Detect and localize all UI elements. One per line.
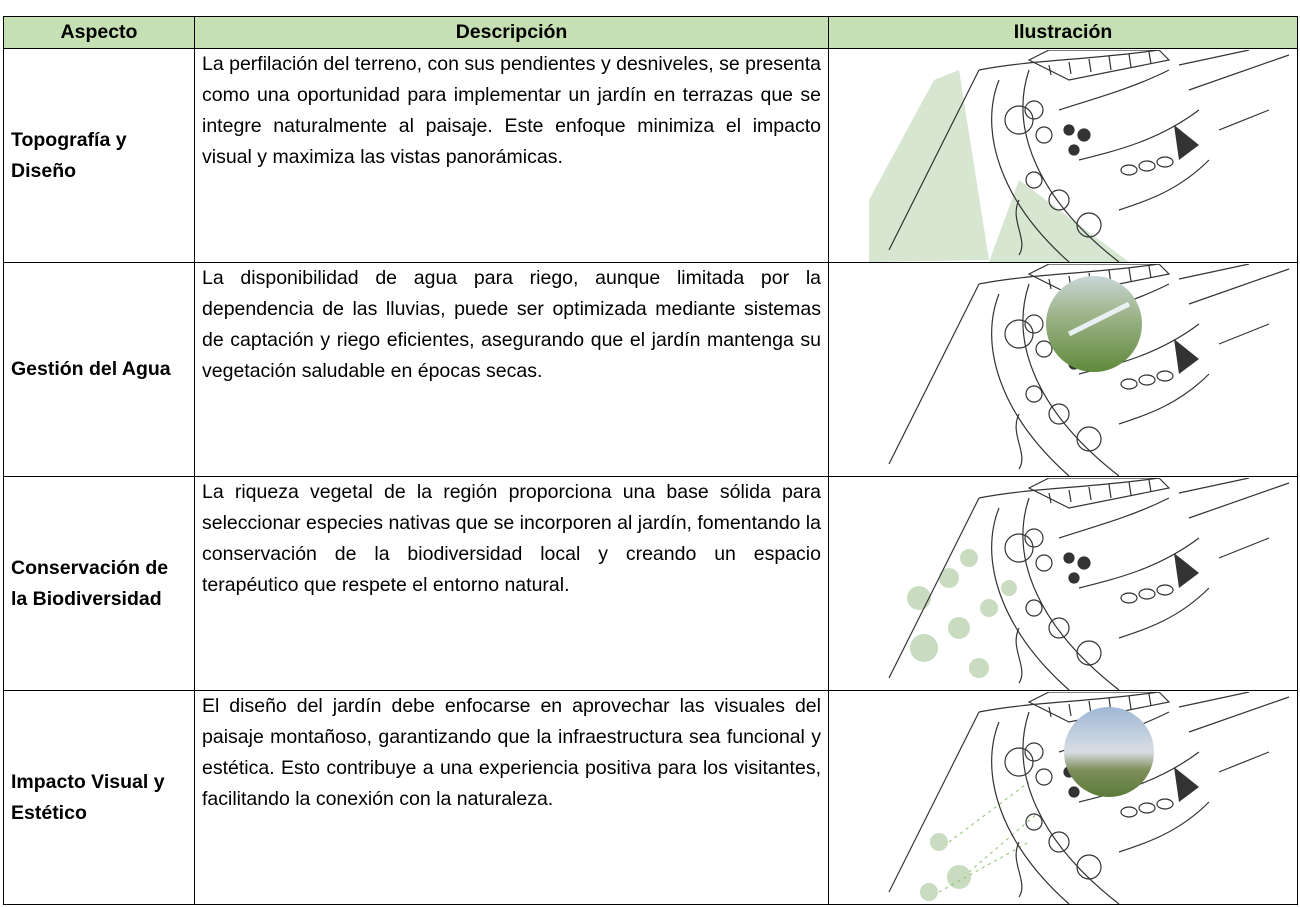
header-cell: Aspecto	[3, 16, 195, 49]
illustration	[869, 49, 1290, 262]
aspect-cell: Topografía y Diseño	[3, 48, 195, 263]
description-cell: La disponibilidad de agua para riego, au…	[194, 262, 829, 477]
illustration-cell	[828, 476, 1298, 691]
header-cell: Ilustración	[828, 16, 1298, 49]
row: Topografía y Diseño La perfilación del t…	[3, 48, 1298, 263]
illustration	[888, 477, 1290, 690]
header-row: Aspecto Descripción Ilustración	[3, 16, 1298, 49]
table: Aspecto Descripción Ilustración Topograf…	[3, 16, 1298, 905]
illustration	[888, 263, 1290, 476]
aspect-cell: Gestión del Agua	[3, 262, 195, 477]
aspect-cell: Conservación de la Biodiversidad	[3, 476, 195, 691]
description-cell: La perfilación del terreno, con sus pend…	[194, 48, 829, 263]
description-cell: La riqueza vegetal de la región proporci…	[194, 476, 829, 691]
row: Conservación de la Biodiversidad La riqu…	[3, 476, 1298, 691]
illustration-cell	[828, 690, 1298, 905]
illustration-cell	[828, 262, 1298, 477]
description-cell: El diseño del jardín debe enfocarse en a…	[194, 690, 829, 905]
aspect-cell: Impacto Visual y Estético	[3, 690, 195, 905]
row: Gestión del Agua La disponibilidad de ag…	[3, 262, 1298, 477]
illustration	[888, 691, 1290, 904]
illustration-cell	[828, 48, 1298, 263]
header-cell: Descripción	[194, 16, 829, 49]
row: Impacto Visual y Estético El diseño del …	[3, 690, 1298, 905]
